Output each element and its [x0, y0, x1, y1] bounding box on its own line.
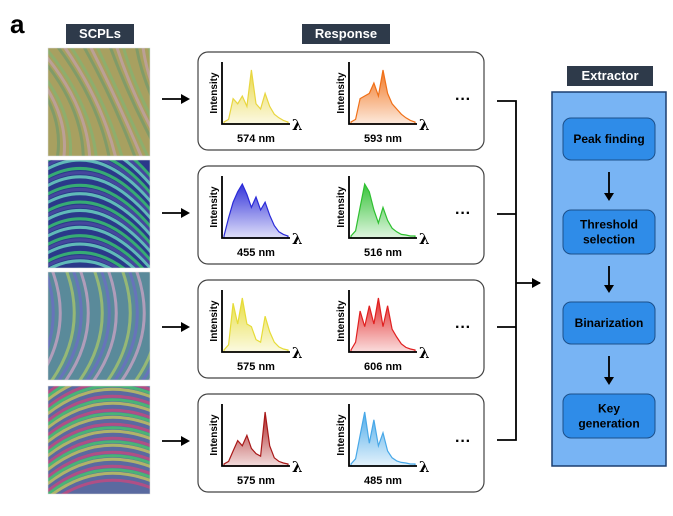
scpl-image-2: [47, 159, 151, 269]
header-response-text: Response: [315, 26, 377, 41]
scpl-image-4: [47, 385, 151, 495]
spectrum-fill: [223, 182, 289, 239]
header-extractor-text: Extractor: [581, 68, 638, 83]
response-box: [197, 165, 485, 265]
step-label: Key: [598, 402, 620, 416]
more-spectra-ellipsis: ···: [455, 205, 471, 222]
step-box: [562, 209, 656, 255]
peak-wavelength-label: 485 nm: [364, 475, 402, 487]
x-axis-symbol: λ: [419, 230, 430, 248]
header-scpls: SCPLs: [66, 24, 134, 44]
y-axis-label: Intensity: [209, 186, 220, 228]
spectrum-axes: [221, 404, 290, 467]
spectrum-fill: [223, 297, 289, 353]
header-response: Response: [302, 24, 390, 44]
panel-label: a: [10, 9, 25, 39]
more-spectra-ellipsis: ···: [455, 433, 471, 450]
step-arrow-head: [604, 285, 614, 293]
x-axis-symbol: λ: [292, 458, 303, 476]
spectrum-fill: [350, 297, 416, 353]
x-axis-symbol: λ: [292, 230, 303, 248]
header-scpls-text: SCPLs: [79, 26, 121, 41]
step-label: Threshold: [580, 218, 638, 232]
response-row-2: Intensity λ 455 nm Intensity λ 516 nm ···: [162, 165, 485, 265]
step-box: [562, 301, 656, 345]
spectrum-plot: Intensity λ 485 nm: [336, 404, 430, 487]
spectrum-plot: Intensity λ 574 nm: [209, 62, 303, 145]
extractor-step-1: Peak finding: [562, 117, 656, 161]
peak-wavelength-label: 574 nm: [237, 133, 275, 145]
scpl-image-column: [47, 47, 151, 495]
input-arrow-head: [181, 94, 190, 104]
step-box: [562, 117, 656, 161]
spectrum-fill: [350, 182, 416, 239]
x-axis-symbol: λ: [419, 458, 430, 476]
spectrum-plot: Intensity λ 455 nm: [209, 176, 303, 259]
response-box: [197, 51, 485, 151]
spectrum-axes: [221, 176, 290, 239]
scpl-image-1: [47, 47, 151, 157]
spectrum-axes: [348, 290, 417, 353]
spectrum-plot: Intensity λ 516 nm: [336, 176, 430, 259]
x-axis-symbol: λ: [292, 116, 303, 134]
y-axis-label: Intensity: [209, 414, 220, 456]
spectrum-axes: [348, 404, 417, 467]
spectrum-plot: Intensity λ 606 nm: [336, 290, 430, 373]
y-axis-label: Intensity: [336, 72, 347, 114]
input-arrow-head: [181, 436, 190, 446]
step-box: [562, 393, 656, 439]
spectrum-fill: [223, 69, 289, 125]
step-arrow-head: [604, 377, 614, 385]
spectrum-axes: [348, 176, 417, 239]
spectrum-plot: Intensity λ 575 nm: [209, 290, 303, 373]
spectrum-fill: [350, 69, 416, 125]
header-extractor: Extractor: [567, 66, 653, 86]
peak-wavelength-label: 593 nm: [364, 133, 402, 145]
spectrum-plot: Intensity λ 593 nm: [336, 62, 430, 145]
response-row-4: Intensity λ 575 nm Intensity λ 485 nm ···: [162, 393, 485, 493]
x-axis-symbol: λ: [419, 344, 430, 362]
peak-wavelength-label: 516 nm: [364, 247, 402, 259]
step-label: generation: [578, 417, 639, 431]
response-row-1: Intensity λ 574 nm Intensity λ 593 nm ···: [162, 51, 485, 151]
input-arrow-head: [181, 322, 190, 332]
spectrum-fill: [223, 411, 289, 467]
spectrum-fill: [350, 411, 416, 467]
y-axis-label: Intensity: [209, 300, 220, 342]
bracket-connector: [497, 100, 541, 441]
y-axis-label: Intensity: [336, 300, 347, 342]
response-row-3: Intensity λ 575 nm Intensity λ 606 nm ···: [162, 279, 485, 379]
step-label: selection: [583, 233, 635, 247]
response-box: [197, 393, 485, 493]
spectrum-axes: [221, 62, 290, 125]
y-axis-label: Intensity: [209, 72, 220, 114]
step-label: Peak finding: [573, 132, 644, 146]
input-arrow-head: [181, 208, 190, 218]
x-axis-symbol: λ: [292, 344, 303, 362]
spectrum-axes: [221, 290, 290, 353]
spectrum-axes: [348, 62, 417, 125]
step-arrow-head: [604, 193, 614, 201]
more-spectra-ellipsis: ···: [455, 319, 471, 336]
response-box: [197, 279, 485, 379]
step-label: Binarization: [575, 316, 644, 330]
extractor-step-3: Binarization: [562, 301, 656, 345]
peak-wavelength-label: 575 nm: [237, 475, 275, 487]
spectrum-plot: Intensity λ 575 nm: [209, 404, 303, 487]
x-axis-symbol: λ: [419, 116, 430, 134]
scpl-image-3: [47, 271, 151, 381]
y-axis-label: Intensity: [336, 186, 347, 228]
peak-wavelength-label: 575 nm: [237, 361, 275, 373]
y-axis-label: Intensity: [336, 414, 347, 456]
more-spectra-ellipsis: ···: [455, 91, 471, 108]
peak-wavelength-label: 606 nm: [364, 361, 402, 373]
peak-wavelength-label: 455 nm: [237, 247, 275, 259]
